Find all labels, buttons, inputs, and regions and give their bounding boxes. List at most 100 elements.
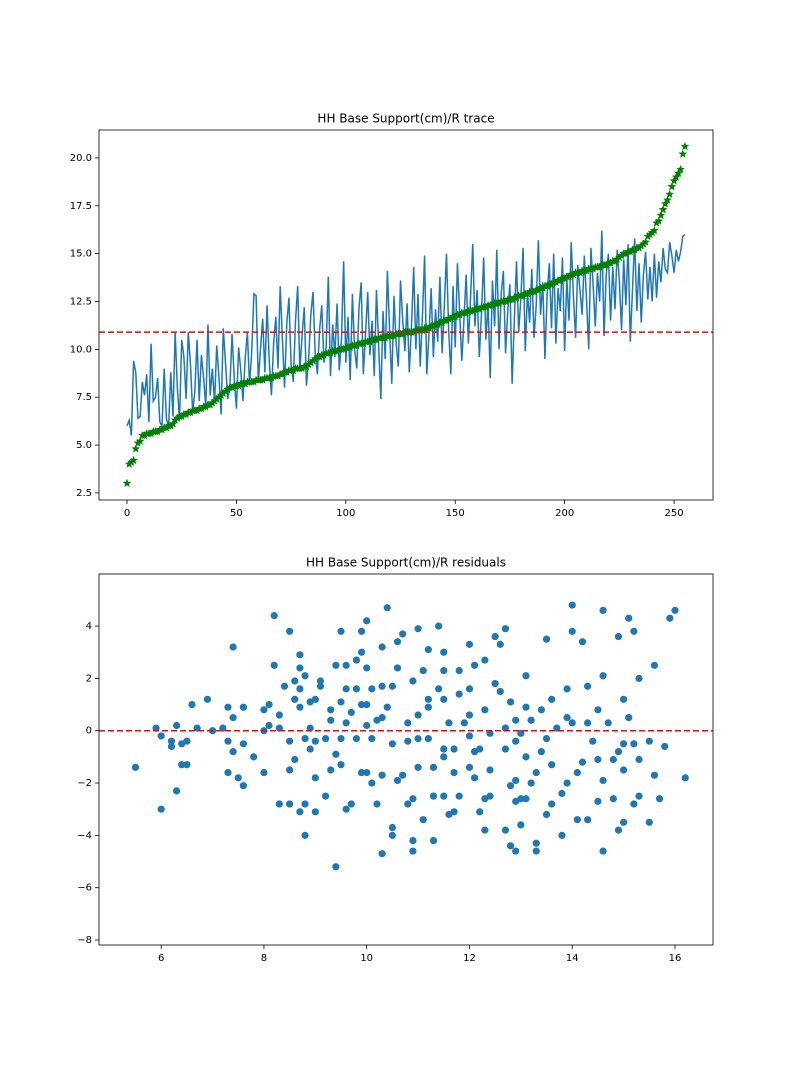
scatter-point: [229, 748, 237, 756]
scatter-point: [650, 771, 659, 779]
scatter-point: [435, 685, 443, 693]
scatter-point: [286, 800, 294, 808]
scatter-point: [537, 748, 545, 756]
scatter-point: [363, 664, 371, 672]
scatter-point: [440, 745, 448, 753]
y-tick-label: −8: [77, 935, 92, 946]
scatter-point: [260, 768, 268, 777]
scatter-point: [347, 800, 355, 808]
scatter-point: [342, 805, 350, 813]
scatter-point: [630, 627, 638, 635]
scatter-point: [363, 617, 371, 625]
scatter-point: [172, 787, 181, 795]
scatter-point: [311, 737, 319, 745]
scatter-point: [609, 755, 617, 764]
x-tick-label: 8: [261, 953, 267, 964]
scatter-point: [532, 768, 540, 777]
scatter-point: [558, 831, 566, 839]
scatter-point: [275, 711, 283, 719]
scatter-point: [650, 661, 659, 669]
scatter-point: [311, 774, 319, 782]
star-marker: [658, 204, 668, 214]
scatter-point: [681, 774, 689, 782]
scatter-point: [517, 729, 525, 737]
scatter-point: [496, 687, 504, 696]
scatter-point: [599, 847, 607, 855]
scatter-point: [429, 763, 438, 771]
scatter-point: [311, 808, 319, 816]
scatter-point: [337, 698, 345, 706]
scatter-point: [327, 716, 335, 724]
star-marker: [168, 419, 178, 428]
scatter-point: [568, 627, 576, 635]
scatter-point: [296, 651, 304, 659]
scatter-point: [301, 672, 309, 680]
scatter-point: [321, 792, 330, 800]
star-marker: [671, 172, 681, 181]
scatter-point: [321, 734, 330, 743]
scatter-point: [522, 795, 530, 803]
scatter-point: [527, 716, 535, 724]
y-tick-label: 10.0: [70, 344, 92, 355]
scatter-point: [522, 753, 530, 761]
scatter-point: [450, 745, 458, 753]
y-tick-label: 20.0: [70, 153, 92, 164]
scatter-point: [435, 622, 443, 630]
scatter-point: [383, 604, 391, 612]
y-tick-label: −6: [77, 883, 92, 894]
scatter-point: [183, 761, 191, 769]
x-tick-label: 100: [336, 508, 355, 519]
star-marker: [663, 195, 672, 204]
scatter-point: [378, 771, 386, 779]
scatter-point: [512, 776, 520, 785]
scatter-point: [404, 719, 412, 727]
star-marker: [673, 168, 683, 178]
star-marker: [135, 436, 145, 446]
scatter-point: [558, 789, 566, 798]
scatter-point: [157, 732, 165, 740]
scatter-point: [661, 742, 669, 751]
scatter-point: [409, 677, 417, 685]
scatter-point: [512, 737, 520, 745]
scatter-point: [219, 724, 227, 732]
y-tick-label: −2: [77, 778, 92, 789]
scatter-point: [383, 703, 391, 711]
scatter-point: [491, 632, 499, 641]
x-tick-label: 250: [665, 508, 684, 519]
scatter-point: [357, 627, 366, 635]
scatter-point: [619, 818, 628, 826]
scatter-point: [352, 685, 361, 693]
scatter-point: [563, 779, 571, 787]
scatter-point: [512, 716, 520, 724]
scatter-point: [635, 792, 643, 800]
scatter-point: [568, 719, 576, 727]
scatter-point: [563, 714, 571, 722]
scatter-point: [291, 755, 299, 764]
scatter-point: [614, 826, 623, 834]
scatter-point: [275, 724, 283, 732]
scatter-point: [532, 839, 540, 847]
scatter-point: [619, 740, 628, 748]
scatter-point: [301, 734, 309, 743]
scatter-point: [393, 664, 402, 672]
scatter-point: [388, 823, 396, 832]
scatter-point: [332, 750, 340, 758]
scatter-point: [414, 763, 422, 771]
scatter-point: [563, 685, 571, 693]
scatter-point: [542, 635, 551, 643]
star-marker: [680, 141, 690, 151]
scatter-point: [440, 792, 448, 800]
scatter-point: [224, 703, 232, 711]
scatter-point: [465, 640, 474, 648]
scatter-point: [167, 742, 176, 751]
scatter-point: [455, 792, 463, 800]
star-marker: [649, 225, 659, 235]
scatter-point: [666, 614, 674, 622]
chart-title: HH Base Support(cm)/R trace: [317, 112, 494, 126]
y-tick-label: 12.5: [70, 297, 92, 308]
scatter-point: [455, 690, 463, 698]
scatter-point: [270, 661, 278, 669]
scatter-point: [301, 831, 309, 839]
scatter-point: [578, 638, 587, 646]
